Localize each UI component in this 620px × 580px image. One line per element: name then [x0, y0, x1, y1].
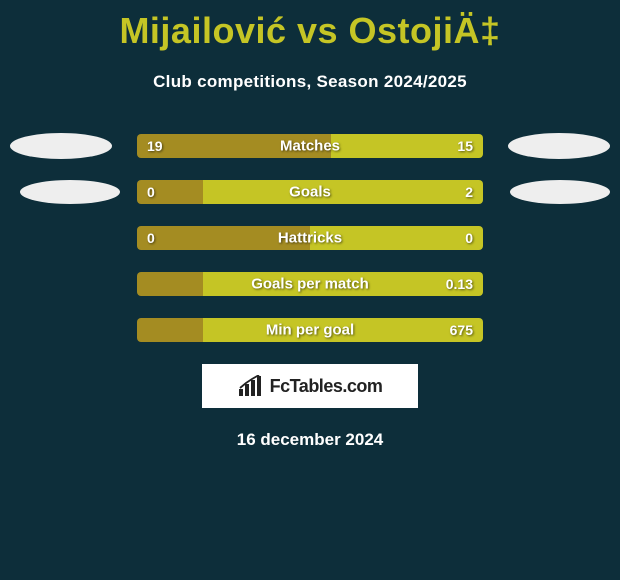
player-marker-right [508, 133, 610, 159]
stat-value-left: 0 [147, 184, 155, 200]
bar-left-segment [137, 272, 203, 296]
stat-value-right: 15 [457, 138, 473, 154]
stat-value-right: 0.13 [446, 276, 473, 292]
comparison-card: Mijailović vs OstojiÄ‡ Club competitions… [0, 0, 620, 450]
player-marker-left [10, 133, 112, 159]
chart-icon [238, 375, 264, 397]
logo-text: FcTables.com [270, 376, 383, 397]
stat-label: Min per goal [266, 322, 354, 339]
bar-right-segment [203, 180, 483, 204]
stat-bar: 0 2 Goals [137, 180, 483, 204]
bar-left-segment [137, 318, 203, 342]
stat-row: 0.13 Goals per match [0, 272, 620, 296]
stat-label: Hattricks [278, 230, 342, 247]
player-marker-right [510, 180, 610, 204]
stat-row: 0 0 Hattricks [0, 226, 620, 250]
stat-label: Goals per match [251, 276, 369, 293]
date-text: 16 december 2024 [0, 430, 620, 450]
stat-row: 0 2 Goals [0, 180, 620, 204]
subtitle: Club competitions, Season 2024/2025 [0, 72, 620, 92]
stat-value-right: 675 [450, 322, 473, 338]
page-title: Mijailović vs OstojiÄ‡ [0, 10, 620, 52]
stat-label: Goals [289, 184, 331, 201]
stat-value-left: 19 [147, 138, 163, 154]
stat-value-right: 0 [465, 230, 473, 246]
stat-row: 19 15 Matches [0, 134, 620, 158]
stat-bar: 0.13 Goals per match [137, 272, 483, 296]
stat-bar: 675 Min per goal [137, 318, 483, 342]
stats-bars: 19 15 Matches 0 2 Goals 0 0 Hattricks 0.13 Goals p… [0, 134, 620, 342]
player-marker-left [20, 180, 120, 204]
stat-bar: 19 15 Matches [137, 134, 483, 158]
stat-bar: 0 0 Hattricks [137, 226, 483, 250]
stat-row: 675 Min per goal [0, 318, 620, 342]
stat-value-right: 2 [465, 184, 473, 200]
fctables-logo[interactable]: FcTables.com [202, 364, 418, 408]
stat-value-left: 0 [147, 230, 155, 246]
stat-label: Matches [280, 138, 340, 155]
